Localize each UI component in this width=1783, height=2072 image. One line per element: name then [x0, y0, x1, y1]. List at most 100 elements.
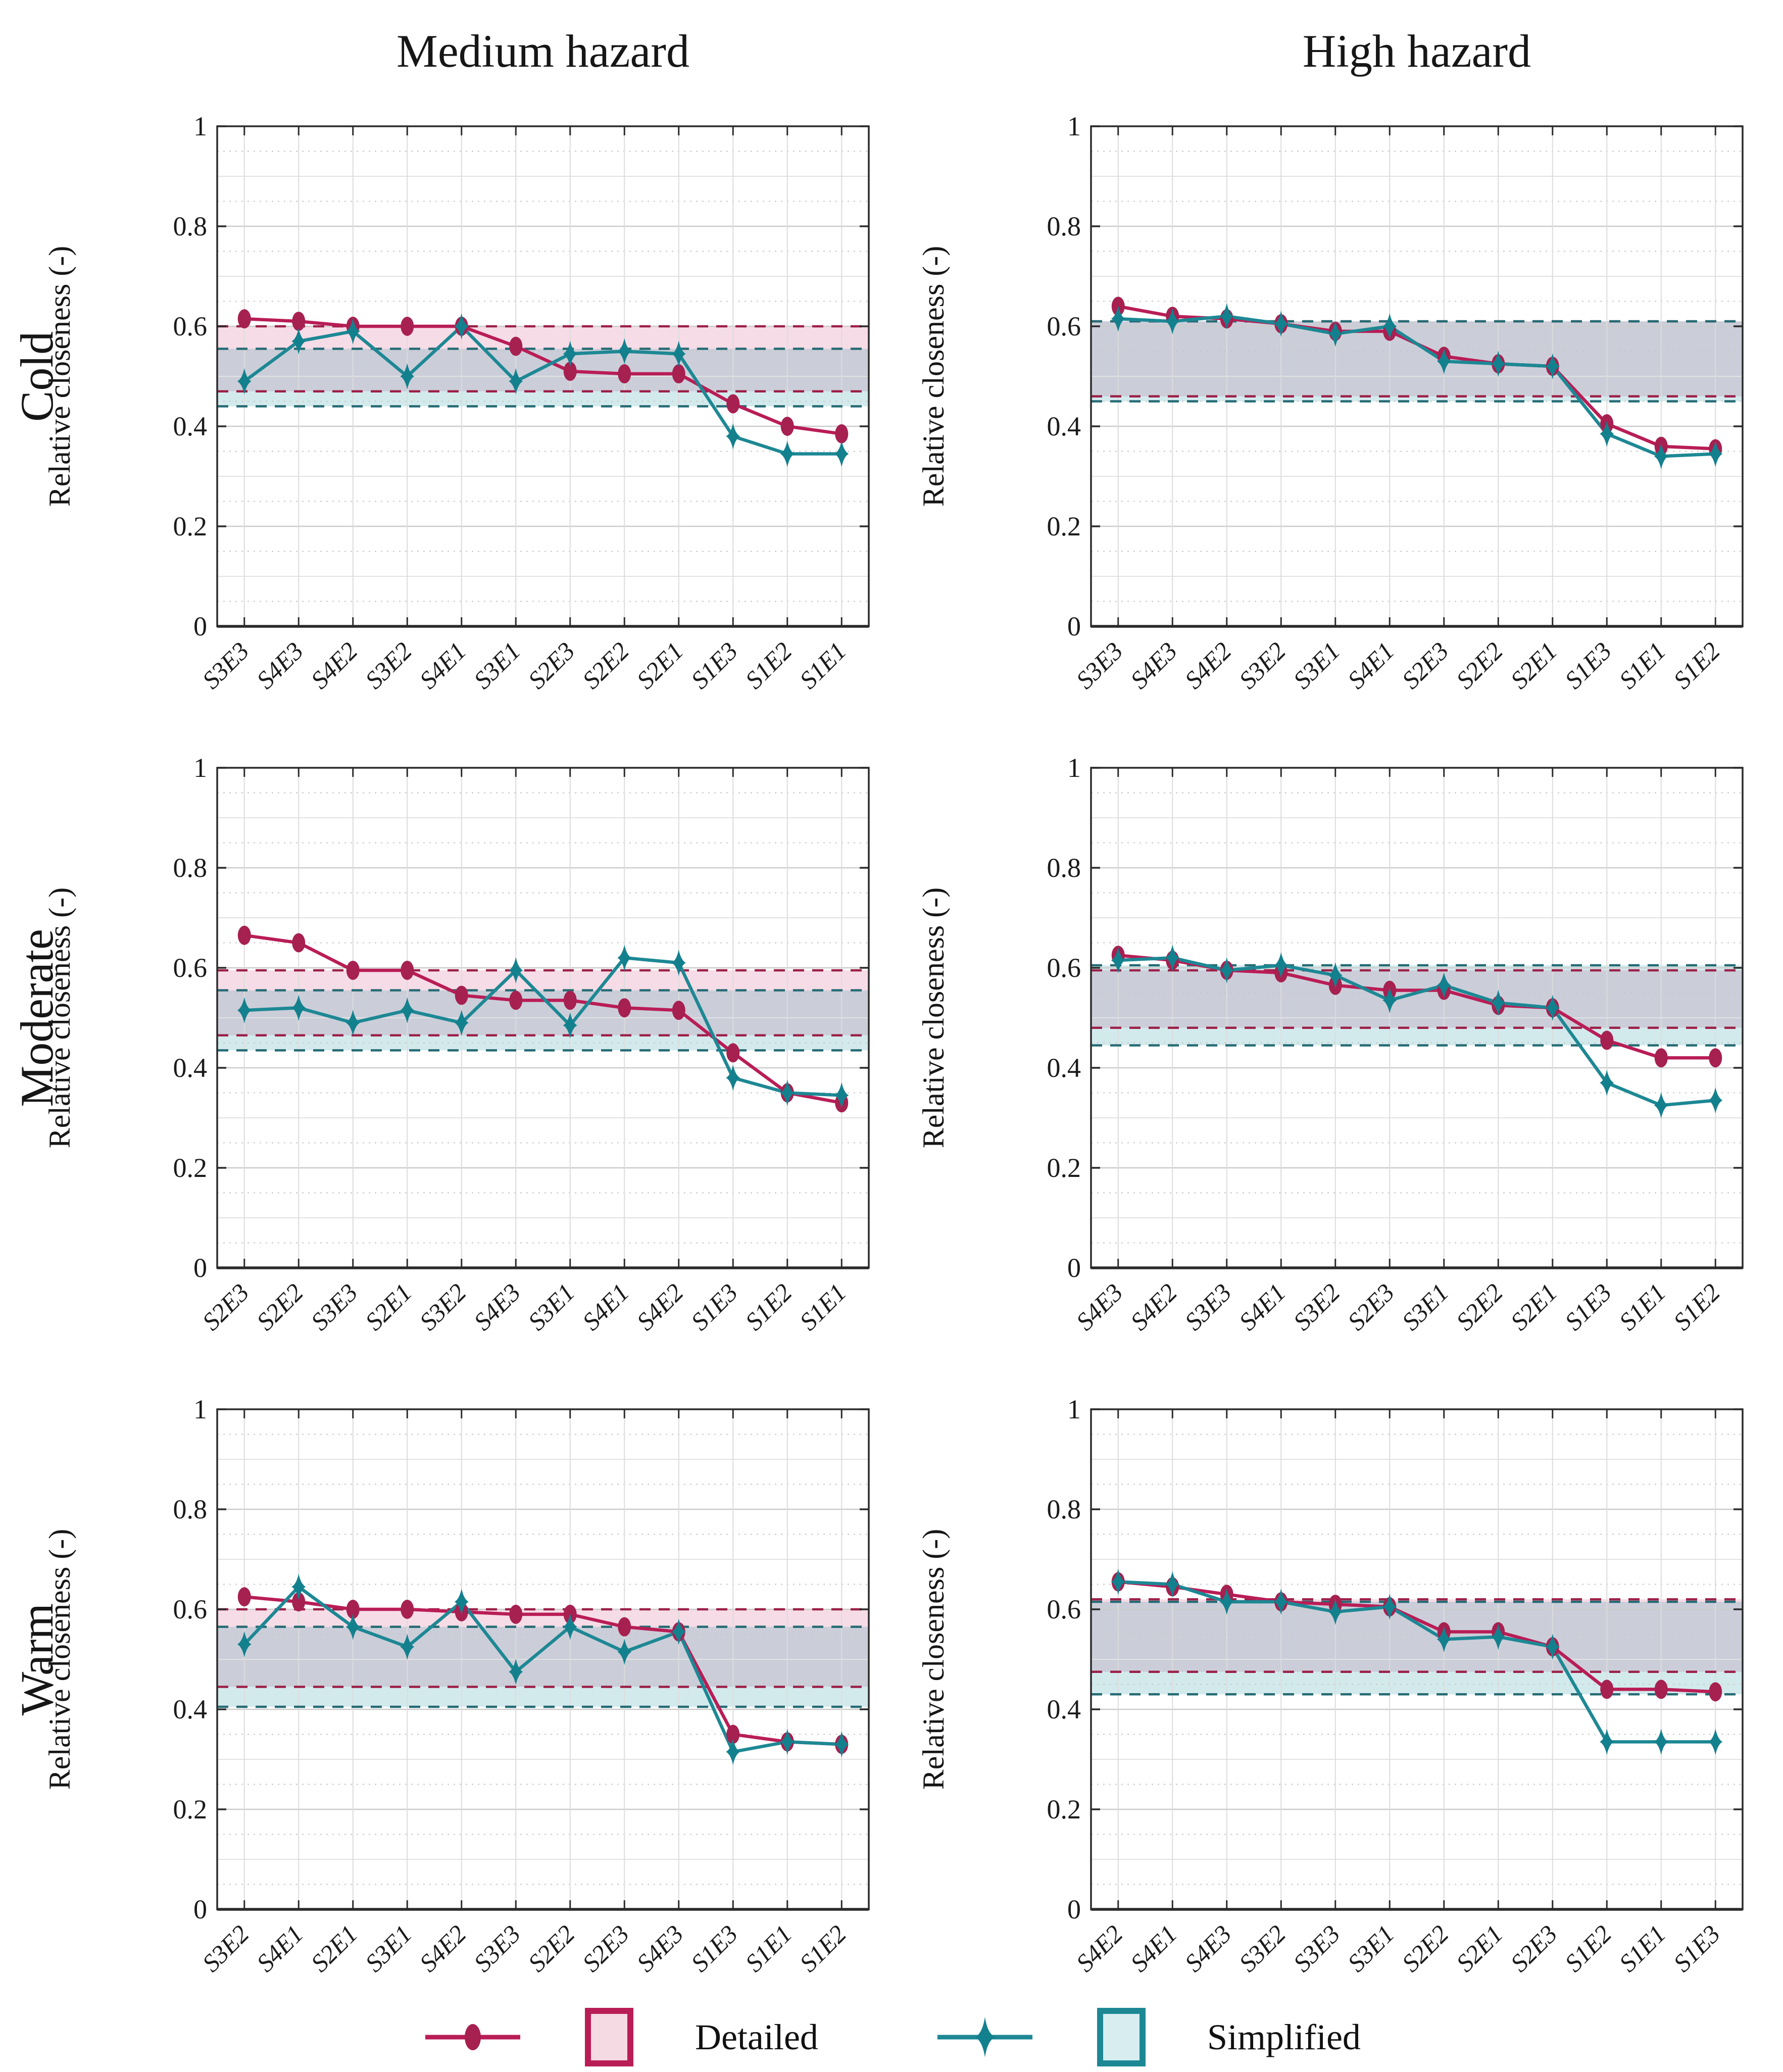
x-category-label: S4E3: [1070, 1278, 1128, 1336]
x-category-label: S4E3: [631, 1919, 688, 1977]
simplified-band: [1091, 965, 1743, 1046]
detailed-series-line: [244, 317, 842, 436]
y-tick-label: 0.4: [173, 411, 208, 441]
x-category-label: S3E2: [1287, 1278, 1345, 1336]
y-tick-label: 0.2: [173, 1794, 208, 1824]
x-category-label: S2E3: [196, 1278, 254, 1336]
y-tick-label: 0: [193, 1253, 207, 1283]
simplified-band: [1091, 321, 1743, 402]
y-tick-label: 0.8: [173, 853, 208, 883]
x-category-label: S4E1: [414, 636, 471, 694]
x-category-label: S1E1: [1613, 1278, 1671, 1336]
detailed-series-line: [1118, 1580, 1716, 1694]
simplified-markers: [1111, 945, 1723, 1119]
simplified-markers: [1111, 303, 1723, 470]
y-tick-label: 0.6: [1047, 953, 1081, 983]
x-category-label: S2E2: [1396, 1919, 1454, 1977]
x-category-label: S2E3: [1505, 1919, 1562, 1977]
x-category-label: S2E2: [251, 1278, 309, 1336]
y-tick-label: 0: [193, 611, 207, 642]
x-category-label: S4E1: [577, 1278, 634, 1336]
x-category-label: S1E1: [1613, 1919, 1671, 1977]
column-title-high-hazard: High hazard: [1302, 25, 1531, 77]
y-tick-label: 0.4: [1047, 1053, 1081, 1083]
x-category-label: S4E2: [305, 636, 363, 694]
x-category-label: S1E2: [1668, 636, 1725, 694]
detailed-series-line: [244, 1595, 842, 1746]
y-tick-label: 0.4: [173, 1053, 208, 1083]
x-category-label: S4E3: [468, 1278, 526, 1336]
x-category-label: S3E3: [1070, 636, 1128, 694]
y-axis-label: Relative closeness (-): [43, 1529, 76, 1790]
x-category-label: S1E3: [685, 636, 743, 694]
y-tick-label: 0.6: [1047, 311, 1081, 341]
y-tick-label: 0.6: [1047, 1594, 1081, 1624]
chart-moderate-high-hazard: 0 0.2 0.4 0.6 0.8 1 S4E3S4E2S3E3S4E1S3E2S2E3S3…: [917, 753, 1744, 1336]
chart-warm-medium-hazard: 00.20.40.60.81S3E2S4E1S2E1S3E1S4E2S3E3S2…: [43, 1394, 870, 1977]
y-tick-label: 0: [193, 1894, 207, 1925]
x-category-label: S3E2: [1233, 1919, 1291, 1977]
chart-cold-high-hazard: 00.20.40.60.81S3E3S4E3S4E2S3E2S3E1S4E1S2…: [917, 111, 1744, 694]
simplified-band: [217, 1626, 869, 1707]
x-category-label: S4E1: [1233, 1278, 1291, 1336]
x-category-label: S3E1: [360, 1919, 417, 1977]
x-category-label: S1E1: [1613, 636, 1671, 694]
y-tick-label: 0: [1067, 611, 1081, 642]
x-category-label: S4E2: [414, 1919, 471, 1977]
x-category-label: S1E1: [794, 1278, 852, 1336]
chart-panel-cold-medium: 0 0.2 0.4 0.6 0.8 1 S3E3 S4E3 S4E2 S3E2 S4E1 S3E1 S2…: [30, 91, 889, 732]
y-tick-label: 0: [1067, 1894, 1081, 1925]
y-axis-label: Relative closeness (-): [43, 887, 76, 1148]
y-tick-label: 1: [1067, 753, 1081, 783]
x-category-label: S1E2: [1668, 1278, 1725, 1336]
chart-panel-warm-high: 0 0.2 0.4 0.6 0.8 1 S4E2 S4E1 S4E3 S3E2 S3E3 S3E1 S2…: [904, 1374, 1763, 2015]
x-category-label: S3E1: [1287, 636, 1345, 694]
simplified-series-line: [243, 324, 842, 456]
y-tick-label: 0.8: [1047, 853, 1081, 883]
x-category-label: S1E3: [685, 1919, 743, 1977]
detailed-band: [217, 970, 869, 1035]
x-category-label: S2E1: [305, 1919, 363, 1977]
y-axis-label: Relative closeness (-): [917, 246, 950, 507]
x-category-label: S1E2: [739, 636, 797, 694]
legend-label-detailed: Detailed: [695, 2016, 818, 2057]
x-category-label: S3E1: [522, 1278, 580, 1336]
legend-item-detailed: Detailed: [422, 2007, 818, 2067]
x-category-label: S2E2: [1451, 636, 1508, 694]
x-category-label: S2E2: [522, 1919, 580, 1977]
column-title-medium-hazard: Medium hazard: [397, 25, 689, 77]
chart-moderate-medium-hazard: 0 0.2 0.4 0.6 0.8 1 S2E3S2E2S3E3S2E1S3E2S4E3S3…: [43, 753, 870, 1336]
simplified-series-line: [1118, 314, 1716, 458]
x-category-label: S3E2: [414, 1278, 471, 1336]
x-category-label: S4E2: [631, 1278, 688, 1336]
x-category-label: S4E3: [1179, 1919, 1236, 1977]
x-category-label: S3E3: [1179, 1278, 1236, 1336]
x-category-label: S2E2: [1451, 1278, 1508, 1336]
y-tick-label: 0.8: [173, 211, 208, 241]
x-category-label: S2E3: [577, 1919, 634, 1977]
y-tick-label: 0.8: [1047, 1494, 1081, 1524]
simplified-band: [1091, 1602, 1743, 1695]
y-tick-label: 0.6: [173, 1594, 208, 1624]
detailed-band-swatch-icon: [585, 2008, 634, 2066]
y-tick-label: 0.2: [1047, 1153, 1081, 1183]
x-category-label: S2E1: [631, 636, 688, 694]
y-tick-label: 0.2: [173, 1153, 208, 1183]
chart-panel-moderate-high: 0 0.2 0.4 0.6 0.8 1 S4E3 S4E2 S3E3 S4E1 S3E2 S2E3 S3…: [904, 732, 1763, 1374]
y-axis-label: Relative closeness (-): [43, 246, 76, 507]
detailed-band: [1091, 321, 1743, 397]
x-category-label: S3E2: [196, 1919, 254, 1977]
x-category-label: S4E3: [1125, 636, 1182, 694]
simplified-series-line: [1118, 956, 1716, 1107]
simplified-markers: [237, 1573, 849, 1765]
y-tick-label: 1: [193, 1394, 207, 1424]
x-category-label: S2E2: [577, 636, 634, 694]
y-tick-label: 1: [193, 111, 207, 141]
x-category-label: S1E2: [1559, 1919, 1617, 1977]
x-category-label: S3E3: [468, 1919, 526, 1977]
y-axis-label: Relative closeness (-): [917, 1529, 950, 1790]
y-tick-label: 0.8: [1047, 211, 1081, 241]
x-category-label: S3E2: [360, 636, 417, 694]
chart-warm-high-hazard: 00.20.40.60.81S4E2S4E1S4E3S3E2S3E3S3E1S2…: [917, 1394, 1744, 1977]
